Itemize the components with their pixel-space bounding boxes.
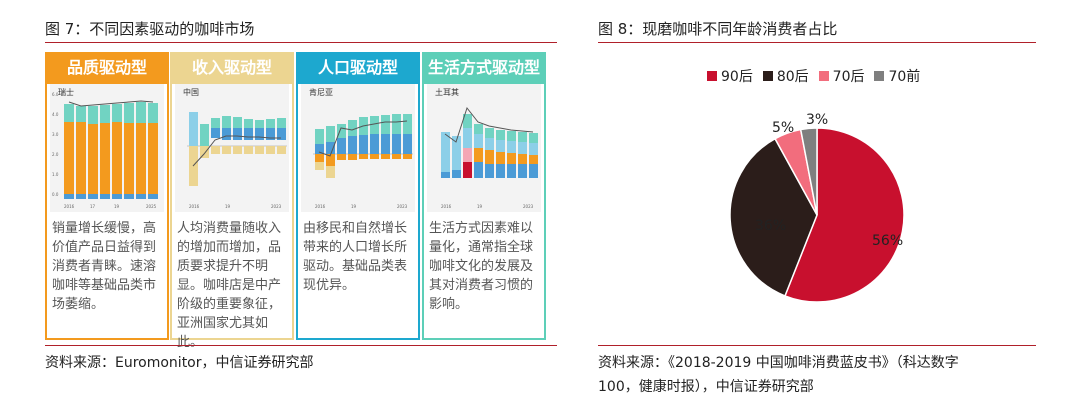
legend-item-0: 90后: [707, 66, 753, 86]
pie-slice-3: [799, 127, 818, 216]
svg-text:2.0: 2.0: [52, 152, 59, 157]
left-figure-title: 图 7：不同因素驱动的咖啡市场: [45, 20, 255, 38]
legend-item-2: 70后: [818, 66, 865, 86]
panel-description: 生活方式因素难以量化，通常指全球咖啡文化的发展及其对消费者习惯的影响。: [429, 221, 534, 312]
right-figure-source-1: 资料来源：《2018-2019 中国咖啡消费蓝皮书》（科达数字: [598, 355, 959, 371]
legend-label: 70后: [832, 69, 865, 85]
legend-label: 80后: [776, 69, 809, 85]
legend-swatch: [707, 71, 717, 81]
svg-text:19: 19: [225, 204, 231, 209]
mini-chart-graphic: 6.0 4.0 3.0 2.0 1.0 0.0 2016 17 19 2025: [52, 92, 158, 209]
panel-header: 生活方式驱动型: [422, 52, 546, 84]
legend-swatch: [874, 71, 885, 81]
svg-text:19: 19: [114, 204, 120, 209]
pie-slice-1: [729, 137, 818, 297]
svg-text:2023: 2023: [271, 204, 282, 209]
right-figure-source-2: 100，健康时报），中信证券研究部: [598, 379, 814, 395]
mini-chart-china: 2016 19 2023 中国: [175, 84, 289, 212]
panel-income: 收入驱动型 2016 19 2023 中国: [170, 52, 294, 350]
legend-swatch: [762, 71, 773, 81]
svg-text:4.0: 4.0: [52, 112, 59, 117]
svg-text:0.0: 0.0: [52, 192, 59, 197]
mini-chart-country: 土耳其: [435, 88, 459, 97]
svg-text:17: 17: [90, 204, 96, 209]
mini-chart-graphic: 2016 19 2023: [313, 114, 413, 209]
pie-slice-0: [783, 127, 905, 303]
svg-text:2016: 2016: [315, 204, 326, 209]
left-source-rule: [45, 345, 557, 346]
panel-header: 收入驱动型: [170, 52, 294, 84]
pie-value-label-1: 36%: [755, 218, 787, 234]
svg-text:2016: 2016: [64, 204, 75, 209]
mini-chart-graphic: 2016 19 2023: [187, 112, 287, 209]
legend-item-1: 80后: [762, 66, 809, 86]
svg-text:6.0: 6.0: [52, 92, 59, 97]
mini-chart-country: 瑞士: [58, 88, 74, 97]
svg-text:2025: 2025: [146, 204, 157, 209]
svg-text:3.0: 3.0: [52, 132, 59, 137]
svg-text:2023: 2023: [523, 204, 534, 209]
svg-text:19: 19: [351, 204, 357, 209]
svg-text:19: 19: [477, 204, 483, 209]
panel-description: 人均消费量随收入的增加而增加，品质要求提升不明显。咖啡店是中产阶级的重要象征，亚…: [177, 221, 282, 350]
panel-lifestyle: 生活方式驱动型 2016 19 2023 土耳其 生活方式因素: [422, 52, 546, 340]
mini-chart-country: 中国: [183, 88, 199, 97]
svg-text:2016: 2016: [441, 204, 452, 209]
pie-value-label-3: 3%: [806, 112, 829, 128]
legend-label: 90后: [721, 69, 753, 85]
panel-quality: 品质驱动型 6.0 4.0 3.0 2.0 1.0 0.0 2016 17 19 2: [45, 52, 169, 340]
legend-item-3: 70前: [874, 66, 920, 86]
mini-chart-country: 肯尼亚: [309, 88, 333, 97]
right-source-rule: [598, 345, 1036, 346]
mini-chart-kenya: 2016 19 2023 肯尼亚: [301, 84, 415, 212]
panel-header: 人口驱动型: [296, 52, 420, 84]
svg-text:2023: 2023: [397, 204, 408, 209]
left-figure-source: 资料来源：Euromonitor，中信证券研究部: [45, 355, 314, 371]
pie-legend: 90后 80后 70后 70前: [707, 66, 920, 86]
pie-value-label-0: 56%: [872, 233, 904, 249]
pie-value-label-2: 5%: [772, 120, 795, 136]
svg-text:2016: 2016: [189, 204, 200, 209]
mini-chart-turkey: 2016 19 2023 土耳其: [427, 84, 541, 212]
panel-description: 由移民和自然增长带来的人口增长所驱动。基础品类表现优异。: [303, 221, 408, 293]
mini-chart-graphic: 2016 19 2023: [441, 106, 538, 209]
panel-description: 销量增长缓慢，高价值产品日益得到消费者青睐。速溶咖啡等基础品类市场萎缩。: [52, 221, 157, 312]
legend-label: 70前: [888, 69, 921, 85]
right-title-rule: [598, 42, 1036, 43]
right-figure-title: 图 8：现磨咖啡不同年龄消费者占比: [598, 20, 838, 38]
panel-header: 品质驱动型: [45, 52, 169, 84]
svg-text:1.0: 1.0: [52, 172, 59, 177]
left-title-rule: [45, 42, 557, 43]
mini-chart-switzerland: 6.0 4.0 3.0 2.0 1.0 0.0 2016 17 19 2025 瑞士: [50, 84, 164, 212]
legend-swatch: [818, 71, 829, 81]
panel-population: 人口驱动型 2016 19 2023 肯尼亚: [296, 52, 420, 340]
